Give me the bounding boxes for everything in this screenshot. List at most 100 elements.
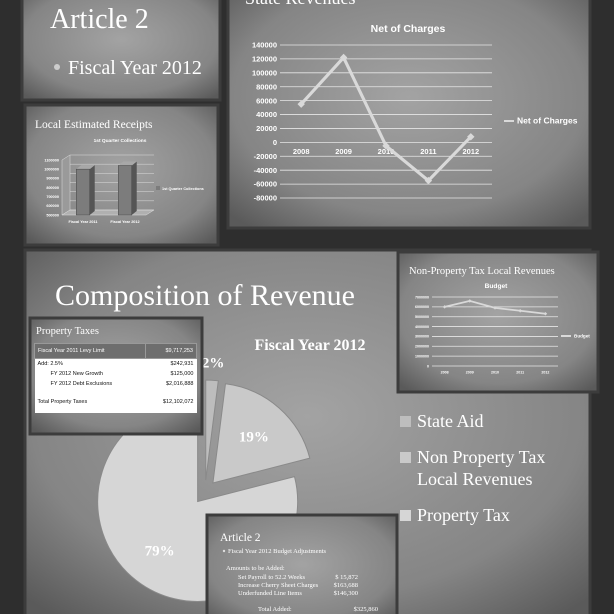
property-table: Fiscal Year 2011 Levy Limit $9,717,253 Add…: [33, 343, 197, 413]
y-tick-label: -60000: [254, 180, 277, 189]
table-row: Add: 2.5% $242,931: [34, 358, 197, 369]
legend-label: Property Tax: [417, 505, 510, 525]
table-cell: $12,102,072: [145, 389, 197, 413]
table-cell: Add: 2.5%: [34, 358, 146, 369]
x-tick-label: 2011: [420, 147, 436, 156]
legend-swatch: [400, 416, 411, 427]
table-row: FY 2012 New Growth $125,000: [34, 369, 197, 379]
legend-label: State Aid: [417, 411, 484, 431]
slide: [226, 0, 592, 230]
y-tick-label: 900000: [46, 177, 59, 181]
table-cell: $242,931: [145, 358, 197, 369]
pie-slice: [212, 383, 311, 484]
table-cell: $125,000: [145, 369, 197, 379]
point: [543, 311, 548, 316]
legend-item: Non Property Tax Local Revenues: [400, 446, 580, 490]
bar-side: [89, 165, 95, 215]
slide-title: Property Taxes: [36, 326, 99, 337]
legend-swatch: [156, 186, 160, 190]
table-cell: FY 2012 New Growth: [34, 369, 146, 379]
y-tick-label: 100000: [252, 68, 277, 77]
y-tick-label: 1100000: [44, 158, 59, 162]
bar-top: [118, 161, 137, 166]
y-tick-label: 1000000: [415, 354, 429, 358]
y-tick-label: 3000000: [415, 335, 429, 339]
x-tick-label: 2012: [541, 371, 549, 375]
y-tick-label: 5000000: [415, 315, 429, 319]
y-tick-label: 500000: [46, 213, 59, 217]
x-tick-label: 2010: [491, 371, 499, 375]
y-tick-label: 0: [427, 364, 429, 368]
slide-title: Article 2: [220, 532, 261, 544]
item-value: $ 15,872: [335, 574, 358, 581]
slice-label: 79%: [145, 543, 175, 559]
point: [297, 100, 305, 108]
total-value: $325,860: [354, 606, 378, 613]
bullet: [222, 549, 226, 553]
slide: [396, 250, 600, 394]
slice-label: 19%: [239, 429, 269, 445]
x-tick-label: 2008: [293, 147, 310, 156]
y-tick-label: 20000: [256, 124, 277, 133]
x-tick-label: 2010: [378, 147, 395, 156]
y-tick-label: -20000: [254, 152, 277, 161]
x-tick-label: Fiscal Year 2012: [110, 220, 139, 224]
legend-item: Property Tax: [400, 504, 580, 526]
chart-title: Fiscal Year 2012: [254, 337, 365, 354]
y-tick-label: 120000: [252, 55, 277, 64]
slide-title: Local Estimated Receipts: [35, 119, 153, 131]
item-value: $163,688: [334, 582, 358, 589]
y-tick-label: 40000: [256, 110, 277, 119]
slide-title: Article 2: [50, 4, 149, 35]
chart-floor: [61, 209, 155, 216]
chart-title: Net of Charges: [371, 23, 446, 35]
bar: [76, 168, 90, 216]
chart-wall: [61, 154, 71, 216]
point: [493, 306, 497, 310]
table-row: Total Property Taxes $12,102,072: [34, 389, 197, 413]
legend-label: Non Property Tax Local Revenues: [417, 447, 546, 489]
table-header: Fiscal Year 2011 Levy Limit $9,717,253: [33, 343, 197, 359]
y-tick-label: 700000: [46, 195, 59, 199]
x-tick-label: 2008: [441, 371, 449, 375]
point: [467, 133, 475, 141]
legend-swatch: [400, 510, 411, 521]
x-tick-label: 2009: [335, 147, 352, 156]
y-tick-label: -40000: [254, 166, 277, 175]
pie-legend: State Aid Non Property Tax Local Revenues…: [400, 410, 580, 540]
x-tick-label: 2011: [516, 371, 524, 375]
y-tick-label: 4000000: [415, 325, 429, 329]
y-tick-label: 600000: [46, 204, 59, 208]
slide-title: Composition of Revenue: [55, 279, 355, 312]
table-cell: $2,016,888: [145, 379, 197, 389]
table-row: FY 2012 Debt Exclusions $2,016,888: [34, 379, 197, 389]
point: [382, 142, 390, 150]
y-tick-label: 800000: [46, 186, 59, 190]
legend-label: Net of Charges: [517, 116, 578, 126]
y-tick-label: 80000: [256, 82, 277, 91]
bar-top: [76, 165, 95, 170]
y-tick-label: 6000000: [415, 305, 429, 309]
y-tick-label: 2000000: [415, 345, 429, 349]
bar: [118, 165, 132, 216]
y-tick-label: -80000: [254, 194, 277, 203]
item-value: $146,300: [334, 590, 358, 597]
y-tick-label: 0: [273, 138, 277, 147]
header-cell: $9,717,253: [145, 343, 197, 359]
item-label: Increase Cherry Sheet Charges: [238, 582, 319, 589]
slide: [205, 513, 399, 614]
point: [424, 176, 433, 185]
table-cell: FY 2012 Debt Exclusions: [34, 379, 146, 389]
item-label: Underfunded Line Items: [238, 590, 302, 597]
legend-item: State Aid: [400, 410, 580, 432]
slide: [20, 0, 222, 102]
slide-title: Non-Property Tax Local Revenues: [409, 266, 555, 277]
x-tick-label: 2012: [462, 147, 479, 156]
bullet: [54, 64, 60, 70]
total-label: Total Added:: [258, 606, 292, 613]
item-label: Set Payroll to 52.2 Weeks: [238, 574, 306, 581]
legend-label: 1st Quarter Collections: [162, 187, 204, 191]
point: [339, 53, 348, 62]
